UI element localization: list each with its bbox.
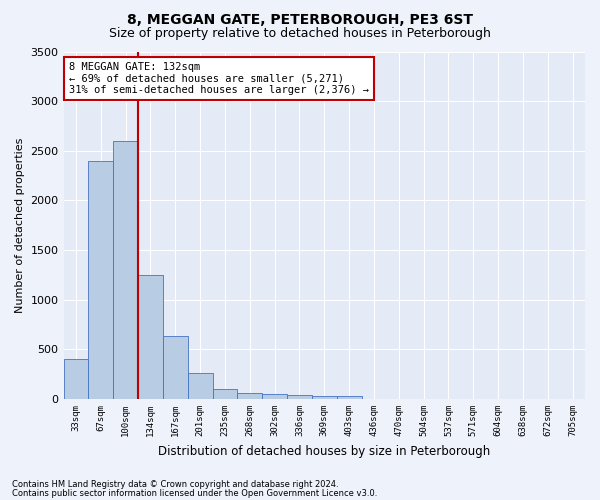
Bar [88,160,113,399]
Y-axis label: Number of detached properties: Number of detached properties [15,138,25,313]
X-axis label: Distribution of detached houses by size in Peterborough: Distribution of detached houses by size … [158,444,490,458]
Bar [287,394,312,399]
Text: Contains public sector information licensed under the Open Government Licence v3: Contains public sector information licen… [12,489,377,498]
Bar [64,360,88,399]
Bar [312,396,337,399]
Bar [337,396,362,399]
Bar [113,141,138,399]
Bar [188,373,212,399]
Bar [238,393,262,399]
Text: 8 MEGGAN GATE: 132sqm
← 69% of detached houses are smaller (5,271)
31% of semi-d: 8 MEGGAN GATE: 132sqm ← 69% of detached … [69,62,369,95]
Text: 8, MEGGAN GATE, PETERBOROUGH, PE3 6ST: 8, MEGGAN GATE, PETERBOROUGH, PE3 6ST [127,12,473,26]
Bar [138,275,163,399]
Text: Size of property relative to detached houses in Peterborough: Size of property relative to detached ho… [109,28,491,40]
Bar [212,389,238,399]
Bar [163,336,188,399]
Bar [262,394,287,399]
Text: Contains HM Land Registry data © Crown copyright and database right 2024.: Contains HM Land Registry data © Crown c… [12,480,338,489]
